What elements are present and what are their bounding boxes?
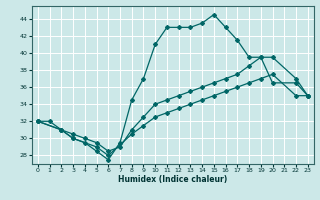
X-axis label: Humidex (Indice chaleur): Humidex (Indice chaleur) (118, 175, 228, 184)
